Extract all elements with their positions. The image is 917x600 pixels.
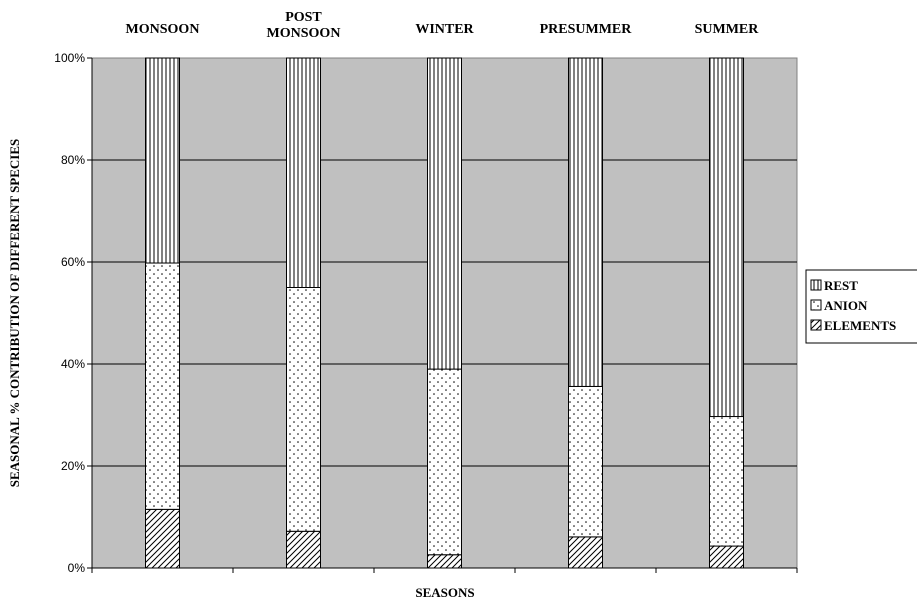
legend-label-anion: ANION <box>824 298 868 313</box>
bar-segment-anion <box>427 368 462 556</box>
bar-segment-elements <box>568 536 603 569</box>
legend: REST ANION ELEMENTS <box>805 269 917 344</box>
category-label: POST MONSOON <box>267 10 341 41</box>
y-tick-label: 100% <box>54 51 85 65</box>
x-axis-title: SEASONS <box>415 585 474 600</box>
bars <box>91 57 798 573</box>
bar-segment-rest <box>286 57 321 288</box>
y-tick-label: 60% <box>61 255 85 269</box>
legend-box <box>805 269 917 344</box>
bar-segment-rest <box>145 57 180 264</box>
y-tick-label: 0% <box>68 561 86 575</box>
category-label: PRESUMMER <box>540 22 633 37</box>
bar-segment-rest <box>427 57 462 370</box>
y-tick-label: 40% <box>61 357 85 371</box>
bar-segment-elements <box>709 545 744 569</box>
bar-segment-elements <box>145 508 180 569</box>
bar-segment-anion <box>145 262 180 510</box>
legend-label-elements: ELEMENTS <box>824 318 896 333</box>
bar-segment-rest <box>709 57 744 418</box>
legend-swatch-rest <box>810 279 822 291</box>
bar-segment-anion <box>709 416 744 547</box>
category-label: SUMMER <box>695 22 760 37</box>
category-labels: MONSOON POST MONSOON WINTER PRESUMMER SUMMER <box>126 10 760 41</box>
legend-swatch-elements <box>810 319 822 331</box>
bar-segment-rest <box>568 57 603 387</box>
legend-swatch-anion <box>810 299 822 311</box>
y-tick-label: 20% <box>61 459 85 473</box>
y-axis-title: SEASONAL % CONTRIBUTION OF DIFFERENT SPE… <box>7 139 22 488</box>
y-axis-ticks: 0% 20% 40% 60% 80% 100% <box>54 51 797 575</box>
bar-segment-anion <box>568 385 603 538</box>
bar-segment-elements <box>427 554 462 569</box>
bar-segment-anion <box>286 287 321 532</box>
legend-label-rest: REST <box>824 278 858 293</box>
category-label: WINTER <box>415 22 474 37</box>
y-tick-label: 80% <box>61 153 85 167</box>
bar-segment-elements <box>286 530 321 569</box>
category-label: MONSOON <box>126 22 200 37</box>
